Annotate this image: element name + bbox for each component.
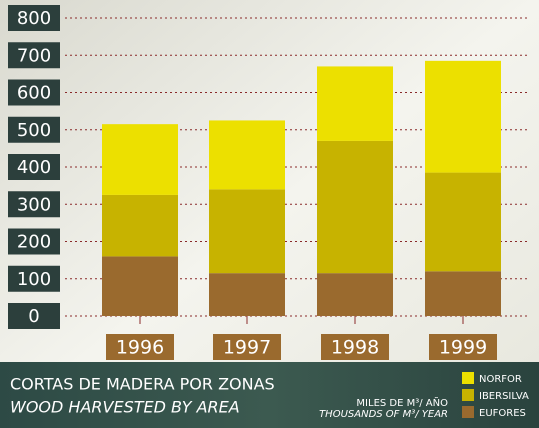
unit-label: MILES DE M³/ AÑO	[356, 396, 448, 409]
bar-segment	[317, 66, 393, 141]
bar-segment	[317, 273, 393, 316]
y-tick-box	[8, 154, 60, 180]
y-tick-label: 700	[17, 45, 51, 66]
y-tick-label: 400	[17, 157, 51, 178]
x-label-box	[321, 334, 389, 360]
legend-label: IBERSILVA	[479, 391, 529, 402]
bar-segment	[209, 273, 285, 316]
bar-segment	[425, 271, 501, 316]
y-tick-box	[8, 5, 60, 31]
bar-segment	[209, 189, 285, 274]
x-tick-label: 1998	[331, 337, 379, 359]
y-tick-label: 100	[17, 269, 51, 290]
legend-label: EUFORES	[479, 408, 526, 419]
x-label-box	[429, 334, 497, 360]
y-tick-box	[8, 116, 60, 143]
x-tick-label: 1996	[116, 337, 164, 359]
y-tick-label: 500	[17, 120, 51, 141]
bar-segment	[102, 124, 178, 195]
x-label-box	[213, 334, 281, 360]
chart-title: CORTAS DE MADERA POR ZONAS	[10, 375, 275, 394]
y-tick-box	[8, 79, 60, 106]
legend-swatch	[462, 372, 474, 384]
bar-segment	[317, 140, 393, 274]
x-label-box	[106, 334, 174, 360]
y-tick-box	[8, 42, 60, 69]
y-tick-label: 300	[17, 194, 51, 215]
bar-segment	[102, 256, 178, 316]
y-tick-box	[8, 303, 60, 329]
bar-segment	[209, 120, 285, 190]
bar-segment	[425, 60, 501, 173]
legend-label: NORFOR	[479, 374, 522, 385]
y-tick-label: 0	[28, 306, 39, 327]
y-tick-label: 600	[17, 83, 51, 104]
y-tick-label: 800	[17, 8, 51, 29]
x-tick-label: 1997	[223, 337, 271, 359]
bar-segment	[102, 194, 178, 257]
x-tick-label: 1999	[439, 337, 487, 359]
legend-swatch	[462, 389, 474, 401]
unit-label-en: THOUSANDS OF M³/ YEAR	[319, 409, 448, 420]
y-tick-box	[8, 228, 60, 255]
bar-segment	[425, 172, 501, 272]
chart-subtitle: WOOD HARVESTED BY AREA	[10, 398, 240, 417]
y-tick-box	[8, 265, 60, 292]
y-tick-box	[8, 191, 60, 218]
legend-swatch	[462, 406, 474, 418]
y-tick-label: 200	[17, 232, 51, 253]
footer-panel	[0, 362, 539, 428]
